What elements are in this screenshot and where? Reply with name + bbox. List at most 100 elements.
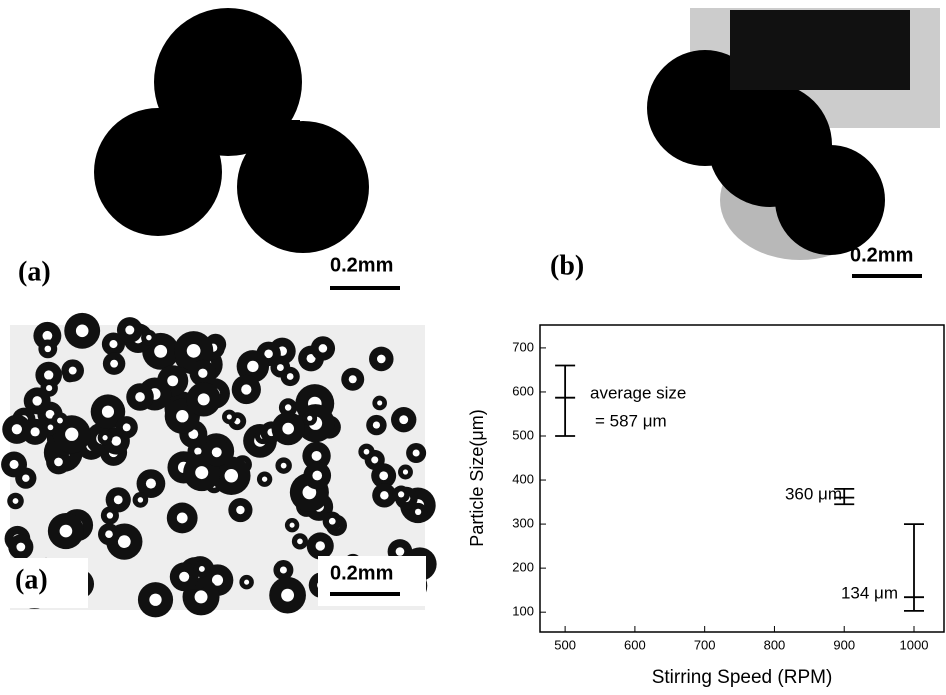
particle-core — [315, 541, 325, 551]
particle-core — [188, 429, 199, 440]
particle-core — [12, 498, 19, 504]
particle-core — [281, 588, 295, 602]
particle-core — [46, 385, 53, 392]
x-tick-label: 800 — [764, 637, 786, 652]
particle-core — [279, 566, 287, 574]
particle-core — [176, 512, 188, 524]
particle-core — [297, 538, 303, 545]
particle-core — [377, 400, 383, 406]
particle-core — [42, 330, 53, 341]
particle-core — [276, 364, 284, 372]
particle-core — [399, 415, 409, 425]
particle-core — [145, 478, 156, 489]
particle-core — [414, 508, 422, 515]
particle-core — [111, 436, 122, 446]
particle-core — [154, 344, 168, 358]
particle-core — [348, 375, 357, 384]
particle-core — [186, 343, 201, 358]
micrograph-b — [647, 8, 940, 260]
y-tick-label: 200 — [512, 560, 534, 575]
particle-core — [244, 579, 250, 585]
particle-core — [412, 449, 420, 457]
particle-core — [380, 491, 389, 500]
particle-core — [59, 524, 73, 538]
particle-core — [379, 471, 389, 481]
scale-text: 0.2mm — [850, 244, 913, 266]
particle-core — [57, 417, 63, 424]
particle-core — [312, 470, 323, 481]
y-tick-label: 100 — [512, 604, 534, 619]
particle-core — [402, 469, 409, 475]
particle-core — [11, 424, 22, 435]
value-label: = 587 μm — [595, 411, 667, 430]
particle-core — [30, 427, 40, 437]
particle-core — [106, 512, 114, 519]
particle-core — [318, 344, 328, 353]
particle-core — [149, 593, 162, 606]
particle-core — [65, 427, 79, 441]
panel-label: (a) — [18, 256, 51, 287]
particle-core — [22, 474, 30, 482]
particle-core — [54, 457, 63, 467]
particle-core — [363, 448, 370, 455]
label-box — [8, 558, 88, 608]
particle-core — [75, 324, 89, 338]
x-tick-label: 700 — [694, 637, 716, 652]
particle-core — [44, 345, 52, 353]
particle-core — [226, 414, 232, 420]
particle-core — [146, 334, 152, 341]
particle-core — [236, 505, 245, 515]
micrograph-a — [94, 8, 369, 253]
particle-core — [117, 535, 131, 548]
particle-core — [211, 574, 224, 586]
micrograph-c — [1, 312, 437, 618]
y-tick-label: 500 — [512, 427, 534, 442]
y-tick-label: 700 — [512, 339, 534, 354]
particle-core — [137, 497, 144, 503]
particle-core — [398, 491, 405, 498]
particle-core — [105, 530, 113, 539]
particle-core — [68, 366, 77, 375]
particle-core — [113, 495, 123, 505]
particle-core — [302, 485, 317, 500]
particle-core — [211, 447, 222, 458]
particle-core — [376, 354, 386, 364]
particle-core — [264, 349, 273, 359]
x-tick-label: 900 — [833, 637, 855, 652]
particle-core — [306, 353, 316, 364]
particle-core — [9, 459, 19, 469]
particle-core — [44, 370, 54, 380]
x-tick-label: 500 — [554, 637, 576, 652]
particle-core — [198, 368, 208, 378]
particle-core — [176, 410, 189, 423]
particle-core — [280, 462, 287, 469]
particle-core — [16, 542, 26, 552]
particle-core — [195, 466, 209, 480]
particle-core — [307, 415, 313, 421]
particle-core — [372, 421, 381, 429]
scale-box — [318, 556, 426, 606]
particle-core — [101, 405, 115, 418]
y-tick-label: 300 — [512, 516, 534, 531]
particle-core — [167, 375, 179, 387]
particle-core — [102, 435, 108, 441]
particle-core — [286, 373, 294, 380]
particle-core — [47, 424, 54, 431]
particle-core — [135, 392, 145, 402]
panel-label: (a) — [15, 564, 48, 595]
plot-frame — [539, 324, 945, 633]
particle-core — [311, 450, 322, 461]
annotation: average size — [590, 383, 686, 402]
particle-core — [32, 396, 42, 406]
particle-core — [241, 384, 252, 395]
particle-core — [328, 517, 336, 525]
particle-core — [197, 393, 210, 406]
scale-text: 0.2mm — [330, 254, 393, 276]
particle-core — [289, 522, 295, 528]
particle-core — [247, 360, 259, 373]
particle-core — [109, 340, 118, 349]
panel-label: (b) — [550, 250, 584, 281]
x-tick-label: 600 — [624, 637, 646, 652]
value-label: 360 μm — [785, 484, 842, 503]
